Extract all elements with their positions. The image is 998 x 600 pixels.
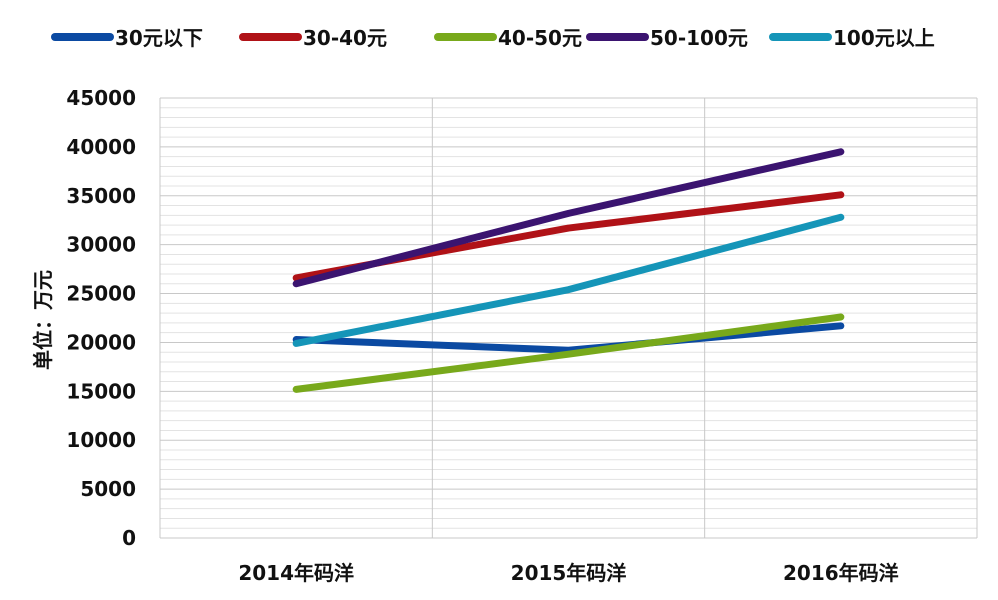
y-tick-label: 25000 (66, 282, 136, 306)
legend-label: 30元以下 (115, 26, 203, 50)
series-line-5 (292, 213, 845, 347)
legend-label: 50-100元 (650, 26, 748, 50)
grid (159, 97, 978, 539)
y-tick-label: 45000 (66, 86, 136, 110)
series-line-1 (292, 322, 845, 354)
x-tick-label: 2015年码洋 (511, 561, 627, 585)
series-line-4 (292, 148, 845, 288)
y-tick-label: 40000 (66, 135, 136, 159)
y-tick-label: 30000 (66, 233, 136, 257)
legend-label: 100元以上 (833, 26, 935, 50)
legend-label: 30-40元 (303, 26, 387, 50)
series-line-3 (292, 313, 845, 393)
y-tick-label: 0 (122, 526, 136, 550)
y-tick-label: 20000 (66, 330, 136, 354)
y-axis-label: 单位：万元 (31, 270, 55, 370)
y-tick-label: 5000 (80, 477, 136, 501)
y-tick-label: 10000 (66, 428, 136, 452)
y-axis-ticks: 0 5000 10000 15000 20000 25000 30000 35000 40000… (66, 86, 136, 550)
legend-label: 40-50元 (498, 26, 582, 50)
x-tick-label: 2014年码洋 (238, 561, 354, 585)
x-axis-ticks: 2014年码洋 2015年码洋 2016年码洋 (238, 561, 898, 585)
legend: 30元以下 30-40元 40-50元 50-100元 100元以上 (51, 26, 935, 50)
y-tick-label: 35000 (66, 184, 136, 208)
x-tick-label: 2016年码洋 (783, 561, 899, 585)
y-tick-label: 15000 (66, 379, 136, 403)
series-lines (292, 148, 845, 393)
